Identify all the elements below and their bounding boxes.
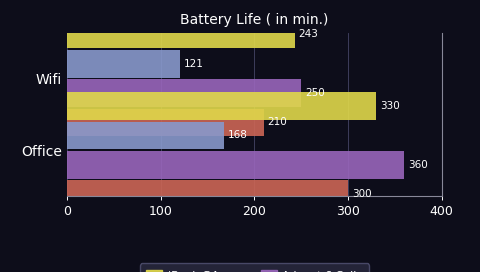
- Text: 243: 243: [299, 29, 318, 39]
- Legend: iBook G4, Advent 3 Cells, Advent 6 Cells, MBA: iBook G4, Advent 3 Cells, Advent 6 Cells…: [140, 263, 369, 272]
- Bar: [67, 180, 348, 208]
- Title: Battery Life ( in min.): Battery Life ( in min.): [180, 13, 329, 27]
- Bar: [67, 92, 376, 120]
- Bar: [67, 50, 180, 78]
- Bar: [67, 109, 264, 136]
- Bar: [67, 122, 225, 149]
- Bar: [67, 20, 295, 48]
- Text: 250: 250: [305, 88, 324, 98]
- Text: 168: 168: [228, 131, 248, 140]
- Bar: [67, 79, 301, 107]
- Text: 121: 121: [184, 59, 204, 69]
- Text: 360: 360: [408, 160, 428, 170]
- Text: 330: 330: [380, 101, 399, 111]
- Text: 300: 300: [352, 189, 372, 199]
- Bar: [67, 151, 404, 179]
- Text: 210: 210: [267, 118, 287, 127]
